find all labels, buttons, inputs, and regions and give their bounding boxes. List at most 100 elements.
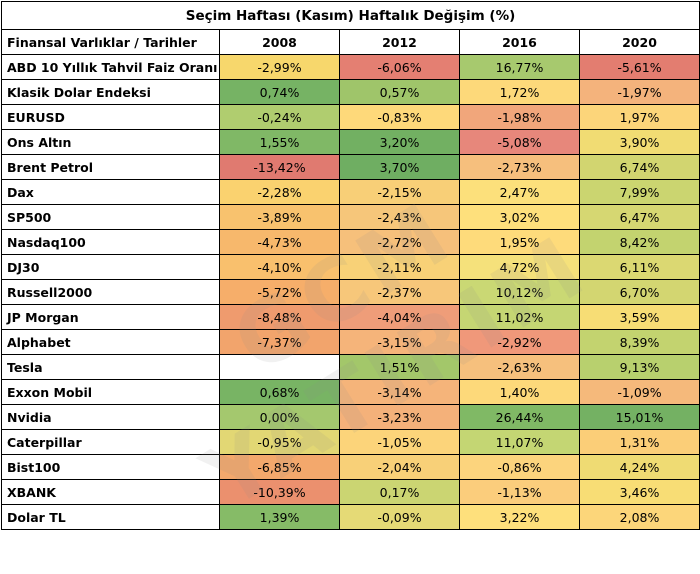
value-cell: 0,74% <box>219 79 340 105</box>
value-cell: 1,72% <box>459 79 580 105</box>
row-label: Russell2000 <box>1 279 220 305</box>
value-cell: -2,28% <box>219 179 340 205</box>
value-cell: -0,83% <box>339 104 460 130</box>
value-cell: 26,44% <box>459 404 580 430</box>
value-cell: -0,09% <box>339 504 460 530</box>
value-cell: -13,42% <box>219 154 340 180</box>
value-cell: -2,99% <box>219 54 340 80</box>
table-row: ABD 10 Yıllık Tahvil Faiz Oranı -2,99% -6,… <box>1 54 700 80</box>
value-cell: -4,10% <box>219 254 340 280</box>
value-cell: -2,43% <box>339 204 460 230</box>
table-row: Nvidia 0,00% -3,23% 26,44% 15,01% <box>1 404 700 430</box>
row-label: Nasdaq100 <box>1 229 220 255</box>
table-row: Brent Petrol -13,42% 3,70% -2,73% 6,74% <box>1 154 700 180</box>
value-cell: 6,11% <box>578 254 700 280</box>
table-row: Dax -2,28% -2,15% 2,47% 7,99% <box>1 179 700 205</box>
value-cell: 0,68% <box>219 379 340 405</box>
row-label: Tesla <box>1 354 220 380</box>
value-cell: -10,39% <box>219 479 340 505</box>
value-cell: -1,13% <box>459 479 580 505</box>
row-label: SP500 <box>1 204 220 230</box>
value-cell: 1,39% <box>219 504 340 530</box>
value-cell: 3,02% <box>459 204 580 230</box>
value-cell: 3,70% <box>339 154 460 180</box>
value-cell: 1,40% <box>459 379 580 405</box>
value-cell: -3,15% <box>339 329 460 355</box>
table-row: SP500 -3,89% -2,43% 3,02% 6,47% <box>1 204 700 230</box>
value-cell: 16,77% <box>459 54 580 80</box>
table-title: Seçim Haftası (Kasım) Haftalık Değişim (… <box>0 1 700 30</box>
table-row: Ons Altın 1,55% 3,20% -5,08% 3,90% <box>1 129 700 155</box>
column-header-2012: 2012 <box>339 29 460 55</box>
row-label: EURUSD <box>1 104 220 130</box>
value-cell: -3,23% <box>339 404 460 430</box>
table-row: EURUSD -0,24% -0,83% -1,98% 1,97% <box>1 104 700 130</box>
value-cell: -3,14% <box>339 379 460 405</box>
value-cell: -4,73% <box>219 229 340 255</box>
value-cell: 3,46% <box>578 479 700 505</box>
value-cell: 3,20% <box>339 129 460 155</box>
table-row: Russell2000 -5,72% -2,37% 10,12% 6,70% <box>1 279 700 305</box>
row-label: Nvidia <box>1 404 220 430</box>
value-cell: -2,92% <box>459 329 580 355</box>
value-cell: -2,11% <box>339 254 460 280</box>
row-label: Dax <box>1 179 220 205</box>
value-cell: 0,00% <box>219 404 340 430</box>
value-cell: 6,70% <box>578 279 700 305</box>
row-label: DJ30 <box>1 254 220 280</box>
value-cell: -0,24% <box>219 104 340 130</box>
table-body: ABD 10 Yıllık Tahvil Faiz Oranı -2,99% -6,… <box>1 54 700 530</box>
column-header-2016: 2016 <box>459 29 580 55</box>
value-cell: 3,22% <box>459 504 580 530</box>
value-cell: 9,13% <box>578 354 700 380</box>
value-cell: 0,57% <box>339 79 460 105</box>
value-cell: 1,55% <box>219 129 340 155</box>
value-cell: -4,04% <box>339 304 460 330</box>
value-cell: 11,02% <box>459 304 580 330</box>
value-cell: 1,97% <box>578 104 700 130</box>
value-cell: -1,09% <box>578 379 700 405</box>
value-cell: -1,98% <box>459 104 580 130</box>
table-row: Klasik Dolar Endeksi 0,74% 0,57% 1,72% -1,97… <box>1 79 700 105</box>
value-cell: -5,72% <box>219 279 340 305</box>
table-row: Alphabet -7,37% -3,15% -2,92% 8,39% <box>1 329 700 355</box>
table-row: Bist100 -6,85% -2,04% -0,86% 4,24% <box>1 454 700 480</box>
value-cell: -5,61% <box>578 54 700 80</box>
value-cell: -5,08% <box>459 129 580 155</box>
value-cell <box>219 354 340 380</box>
value-cell: -3,89% <box>219 204 340 230</box>
column-header-2008: 2008 <box>219 29 340 55</box>
value-cell: 3,59% <box>578 304 700 330</box>
row-label: Alphabet <box>1 329 220 355</box>
value-cell: -8,48% <box>219 304 340 330</box>
value-cell: 2,08% <box>578 504 700 530</box>
value-cell: 2,47% <box>459 179 580 205</box>
value-cell: 4,24% <box>578 454 700 480</box>
value-cell: 11,07% <box>459 429 580 455</box>
table-row: Dolar TL 1,39% -0,09% 3,22% 2,08% <box>1 504 700 530</box>
value-cell: -2,72% <box>339 229 460 255</box>
table-row: XBANK -10,39% 0,17% -1,13% 3,46% <box>1 479 700 505</box>
value-cell: 8,39% <box>578 329 700 355</box>
value-cell: -2,37% <box>339 279 460 305</box>
table-row: Nasdaq100 -4,73% -2,72% 1,95% 8,42% <box>1 229 700 255</box>
value-cell: 1,95% <box>459 229 580 255</box>
value-cell: -2,73% <box>459 154 580 180</box>
value-cell: 6,47% <box>578 204 700 230</box>
value-cell: -7,37% <box>219 329 340 355</box>
row-label: Dolar TL <box>1 504 220 530</box>
value-cell: -1,05% <box>339 429 460 455</box>
value-cell: 0,17% <box>339 479 460 505</box>
value-cell: -1,97% <box>578 79 700 105</box>
row-label: ABD 10 Yıllık Tahvil Faiz Oranı <box>1 54 220 80</box>
table-row: JP Morgan -8,48% -4,04% 11,02% 3,59% <box>1 304 700 330</box>
value-cell: 1,51% <box>339 354 460 380</box>
value-cell: 15,01% <box>578 404 700 430</box>
value-cell: -6,85% <box>219 454 340 480</box>
row-label: Brent Petrol <box>1 154 220 180</box>
value-cell: 8,42% <box>578 229 700 255</box>
value-cell: -0,86% <box>459 454 580 480</box>
performance-table-container: Seçim Haftası (Kasım) Haftalık Değişim (… <box>0 1 700 530</box>
row-label: Klasik Dolar Endeksi <box>1 79 220 105</box>
value-cell: -2,15% <box>339 179 460 205</box>
